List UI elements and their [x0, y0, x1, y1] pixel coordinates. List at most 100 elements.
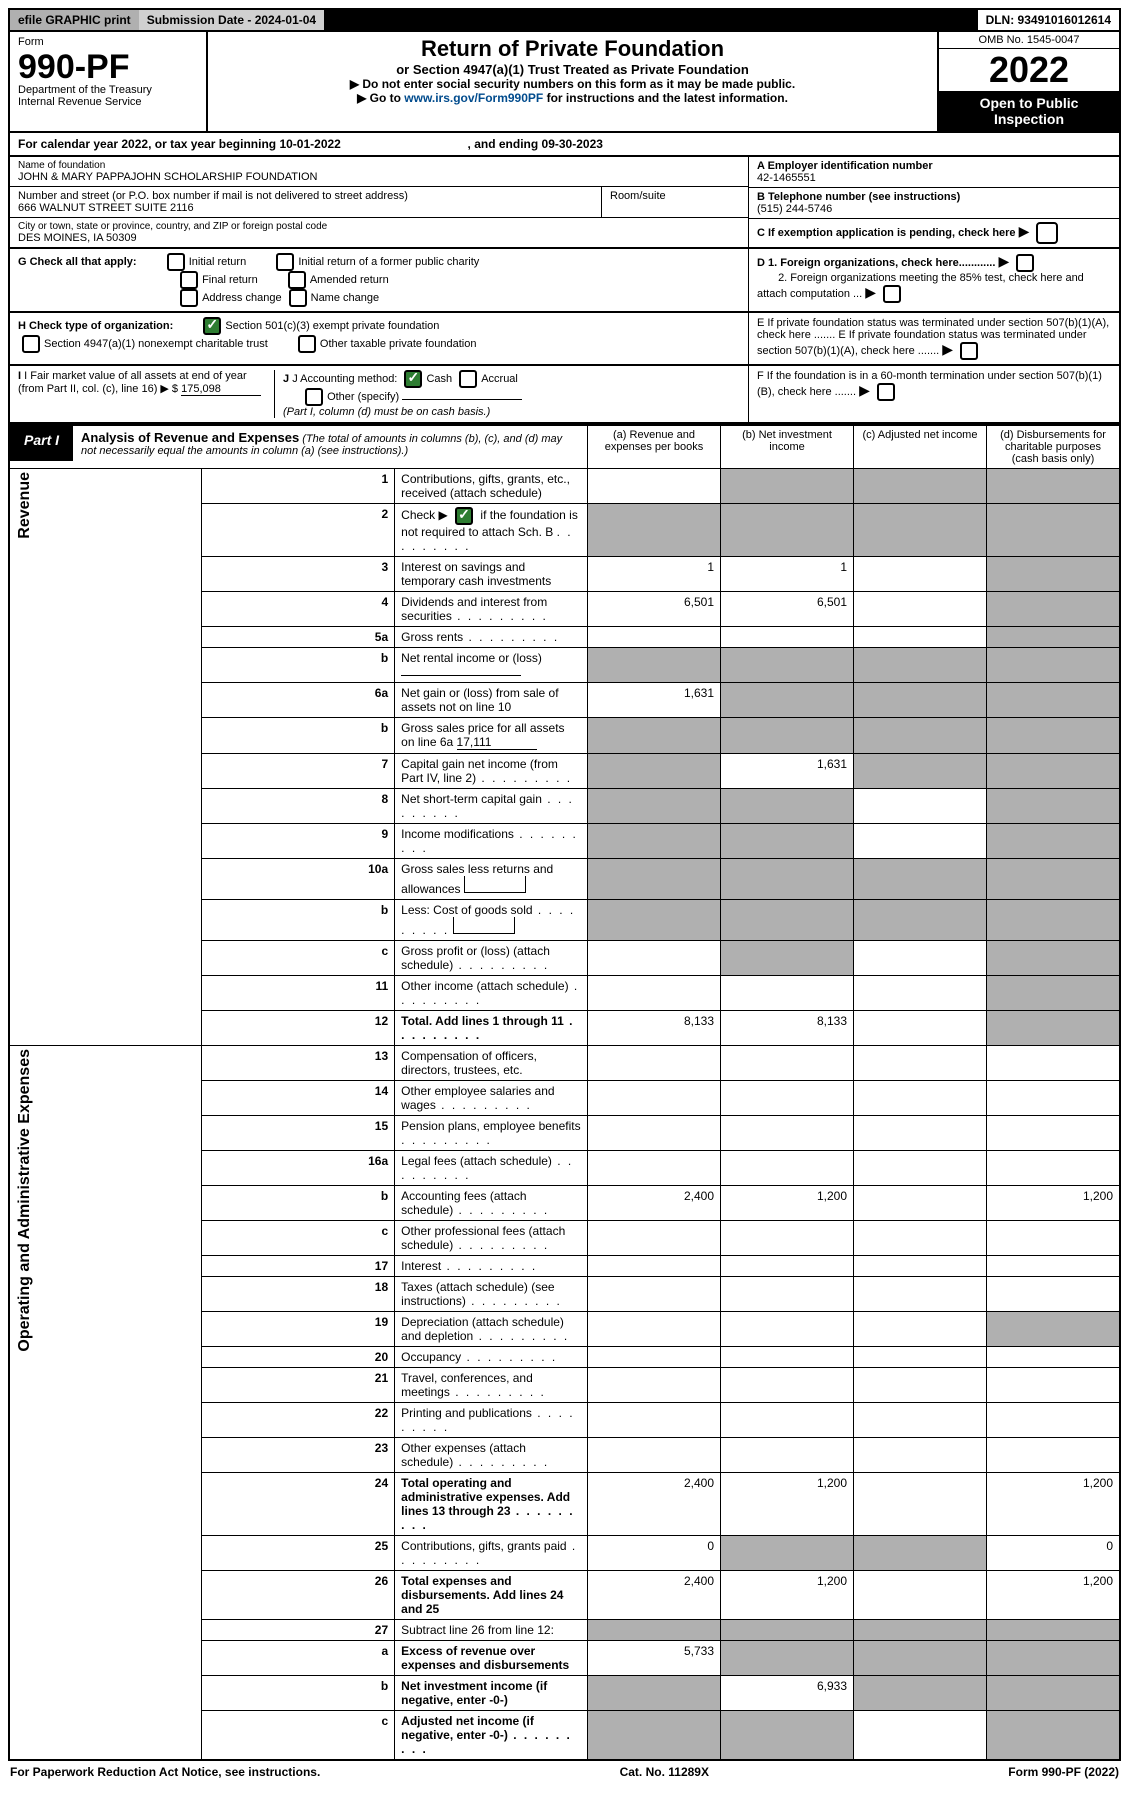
col-c-header: (c) Adjusted net income: [854, 425, 987, 469]
footer-mid: Cat. No. 11289X: [620, 1765, 709, 1779]
city: DES MOINES, IA 50309: [18, 232, 740, 244]
g-address-checkbox[interactable]: [180, 289, 198, 307]
col-d-header: (d) Disbursements for charitable purpose…: [987, 425, 1121, 469]
line-17: Interest: [395, 1256, 588, 1277]
line-10b: Less: Cost of goods sold: [395, 900, 588, 941]
line-21: Travel, conferences, and meetings: [395, 1368, 588, 1403]
dln: DLN: 93491016012614: [978, 10, 1119, 30]
e-checkbox[interactable]: [960, 342, 978, 360]
e-section: E If private foundation status was termi…: [749, 313, 1119, 364]
col-a-header: (a) Revenue and expenses per books: [588, 425, 721, 469]
foundation-name: JOHN & MARY PAPPAJOHN SCHOLARSHIP FOUNDA…: [18, 171, 740, 183]
line-14: Other employee salaries and wages: [395, 1081, 588, 1116]
line-15: Pension plans, employee benefits: [395, 1116, 588, 1151]
revenue-side-label: Revenue: [16, 472, 34, 539]
line-16b: Accounting fees (attach schedule): [395, 1186, 588, 1221]
j-section: J J Accounting method: Cash Accrual Othe…: [275, 370, 740, 418]
part1-table: Part I Analysis of Revenue and Expenses …: [8, 424, 1121, 1761]
h-other-checkbox[interactable]: [298, 335, 316, 353]
city-label: City or town, state or province, country…: [18, 221, 740, 232]
footer-right: Form 990-PF (2022): [1008, 1765, 1119, 1779]
line-24: Total operating and administrative expen…: [395, 1473, 588, 1536]
line-5a: Gross rents: [395, 627, 588, 648]
footer-left: For Paperwork Reduction Act Notice, see …: [10, 1765, 320, 1779]
c-label: C If exemption application is pending, c…: [757, 227, 1016, 239]
f-section: F If the foundation is in a 60-month ter…: [749, 366, 1119, 422]
line-27b: Net investment income (if negative, ente…: [395, 1676, 588, 1711]
dept-treasury: Department of the Treasury: [18, 84, 198, 96]
tax-year: 2022: [939, 49, 1119, 91]
line-11: Other income (attach schedule): [395, 976, 588, 1011]
d1-checkbox[interactable]: [1016, 254, 1034, 272]
line-6b: Gross sales price for all assets on line…: [395, 718, 588, 754]
line-13: Compensation of officers, directors, tru…: [395, 1046, 588, 1081]
c-checkbox[interactable]: [1036, 222, 1058, 244]
identification-block: Name of foundation JOHN & MARY PAPPAJOHN…: [8, 157, 1121, 249]
phone-label: B Telephone number (see instructions): [757, 191, 1111, 203]
expenses-side-label: Operating and Administrative Expenses: [16, 1049, 34, 1352]
h-section: H Check type of organization: Section 50…: [10, 313, 749, 364]
line-25: Contributions, gifts, grants paid: [395, 1536, 588, 1571]
line-20: Occupancy: [395, 1347, 588, 1368]
line-16a: Legal fees (attach schedule): [395, 1151, 588, 1186]
line-1: Contributions, gifts, grants, etc., rece…: [395, 469, 588, 504]
form-title: Return of Private Foundation: [218, 36, 927, 62]
j-accrual-checkbox[interactable]: [459, 370, 477, 388]
line-8: Net short-term capital gain: [395, 789, 588, 824]
form-subtitle: or Section 4947(a)(1) Trust Treated as P…: [218, 62, 927, 77]
line-3: Interest on savings and temporary cash i…: [395, 557, 588, 592]
year-begin: 10-01-2022: [279, 137, 340, 151]
g-initial-checkbox[interactable]: [167, 253, 185, 271]
h-4947-checkbox[interactable]: [22, 335, 40, 353]
d-section: D 1. Foreign organizations, check here..…: [749, 249, 1119, 311]
header-line2: ▶ Go to www.irs.gov/Form990PF for instru…: [218, 91, 927, 105]
g-name-checkbox[interactable]: [289, 289, 307, 307]
form-header: Form 990-PF Department of the Treasury I…: [8, 32, 1121, 133]
schb-checkbox[interactable]: [455, 507, 473, 525]
form-link[interactable]: www.irs.gov/Form990PF: [404, 91, 543, 105]
col-b-header: (b) Net investment income: [721, 425, 854, 469]
efile-label: efile GRAPHIC print: [10, 10, 139, 30]
g-amended-checkbox[interactable]: [288, 271, 306, 289]
g-final-checkbox[interactable]: [180, 271, 198, 289]
part1-tab: Part I: [10, 426, 73, 461]
part1-title: Analysis of Revenue and Expenses: [81, 430, 299, 445]
line-27: Subtract line 26 from line 12:: [395, 1620, 588, 1641]
line-10c: Gross profit or (loss) (attach schedule): [395, 941, 588, 976]
line-27c: Adjusted net income (if negative, enter …: [395, 1711, 588, 1761]
form-label: Form: [18, 36, 198, 48]
fmv-value: 175,098: [181, 383, 261, 396]
g-former-checkbox[interactable]: [276, 253, 294, 271]
g-section: G Check all that apply: Initial return I…: [10, 249, 749, 311]
calendar-year-line: For calendar year 2022, or tax year begi…: [8, 133, 1121, 157]
form-number: 990-PF: [18, 50, 198, 84]
h-501c3-checkbox[interactable]: [203, 317, 221, 335]
name-label: Name of foundation: [18, 160, 740, 171]
line-26: Total expenses and disbursements. Add li…: [395, 1571, 588, 1620]
line-27a: Excess of revenue over expenses and disb…: [395, 1641, 588, 1676]
f-checkbox[interactable]: [877, 383, 895, 401]
line-6a: Net gain or (loss) from sale of assets n…: [395, 683, 588, 718]
ein-label: A Employer identification number: [757, 160, 1111, 172]
line-23: Other expenses (attach schedule): [395, 1438, 588, 1473]
line-22: Printing and publications: [395, 1403, 588, 1438]
line-5b: Net rental income or (loss): [395, 648, 588, 683]
j-other-checkbox[interactable]: [305, 388, 323, 406]
omb-number: OMB No. 1545-0047: [939, 32, 1119, 49]
line-12: Total. Add lines 1 through 11: [395, 1011, 588, 1046]
submission-date: Submission Date - 2024-01-04: [139, 10, 324, 30]
i-section: I I Fair market value of all assets at e…: [18, 370, 275, 418]
line-10a: Gross sales less returns and allowances: [395, 859, 588, 900]
line-9: Income modifications: [395, 824, 588, 859]
line-18: Taxes (attach schedule) (see instruction…: [395, 1277, 588, 1312]
page-footer: For Paperwork Reduction Act Notice, see …: [8, 1761, 1121, 1783]
top-bar: efile GRAPHIC print Submission Date - 20…: [8, 8, 1121, 32]
header-line1: ▶ Do not enter social security numbers o…: [218, 77, 927, 91]
line-16c: Other professional fees (attach schedule…: [395, 1221, 588, 1256]
address: 666 WALNUT STREET SUITE 2116: [18, 202, 593, 214]
address-label: Number and street (or P.O. box number if…: [18, 190, 593, 202]
j-cash-checkbox[interactable]: [404, 370, 422, 388]
year-end: 09-30-2023: [542, 137, 603, 151]
irs-label: Internal Revenue Service: [18, 96, 198, 108]
d2-checkbox[interactable]: [883, 285, 901, 303]
